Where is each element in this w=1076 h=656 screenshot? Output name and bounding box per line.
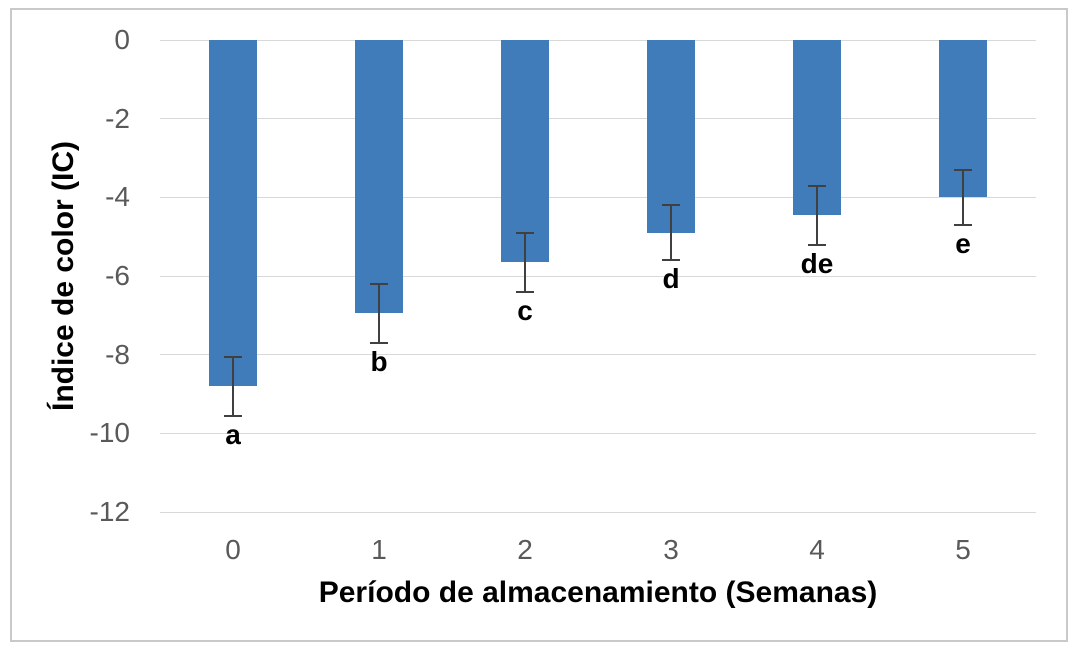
gridline	[160, 196, 1036, 198]
error-bar-cap	[370, 341, 388, 344]
y-tick-label: 0	[114, 24, 130, 55]
error-bar-cap	[662, 204, 680, 207]
y-tick-label: -2	[105, 102, 130, 134]
gridline	[160, 118, 1036, 120]
error-bar-cap	[662, 259, 680, 262]
x-tick-label: 3	[663, 534, 679, 565]
x-tick-label: 4	[809, 534, 825, 565]
x-axis-title: Período de almacenamiento (Semanas)	[318, 576, 878, 609]
error-bar-cap	[516, 231, 534, 234]
y-tick-label: -12	[89, 496, 130, 527]
error-bar-cap	[954, 223, 972, 226]
error-bar-cap	[224, 355, 242, 358]
gridline	[160, 39, 1036, 41]
bar	[355, 40, 403, 314]
sig-letter: c	[517, 294, 533, 326]
error-bar-line	[232, 356, 234, 416]
y-tick-label: -8	[105, 338, 130, 370]
error-bar-line	[670, 205, 672, 261]
gridline	[160, 275, 1036, 277]
x-tick-label: 0	[225, 534, 241, 565]
gridline	[160, 432, 1036, 434]
gridline	[160, 511, 1036, 513]
x-tick-label: 1	[371, 534, 387, 565]
error-bar-cap	[370, 282, 388, 285]
chart-figure: Índice de color (IC) Período de almacena…	[10, 8, 1068, 642]
bar	[647, 40, 695, 233]
error-bar-cap	[808, 243, 826, 246]
sig-letter: e	[955, 227, 971, 259]
error-bar-line	[524, 232, 526, 292]
error-bar-line	[378, 283, 380, 343]
x-tick-label: 2	[517, 534, 533, 565]
gridline	[160, 354, 1036, 356]
y-tick-label: -6	[105, 260, 130, 291]
sig-letter: d	[662, 263, 680, 295]
sig-letter: a	[225, 418, 241, 450]
sig-letter: de	[800, 247, 834, 279]
error-bar-cap	[808, 184, 826, 187]
x-tick-label: 5	[955, 534, 971, 565]
error-bar-cap	[954, 168, 972, 171]
error-bar-cap	[224, 414, 242, 417]
bar	[209, 40, 257, 387]
error-bar-line	[816, 185, 818, 245]
error-bar-line	[962, 169, 964, 225]
y-tick-label: -4	[105, 181, 130, 213]
y-tick-label: -10	[89, 417, 130, 449]
error-bar-cap	[516, 290, 534, 293]
bar	[501, 40, 549, 263]
sig-letter: b	[370, 345, 388, 377]
